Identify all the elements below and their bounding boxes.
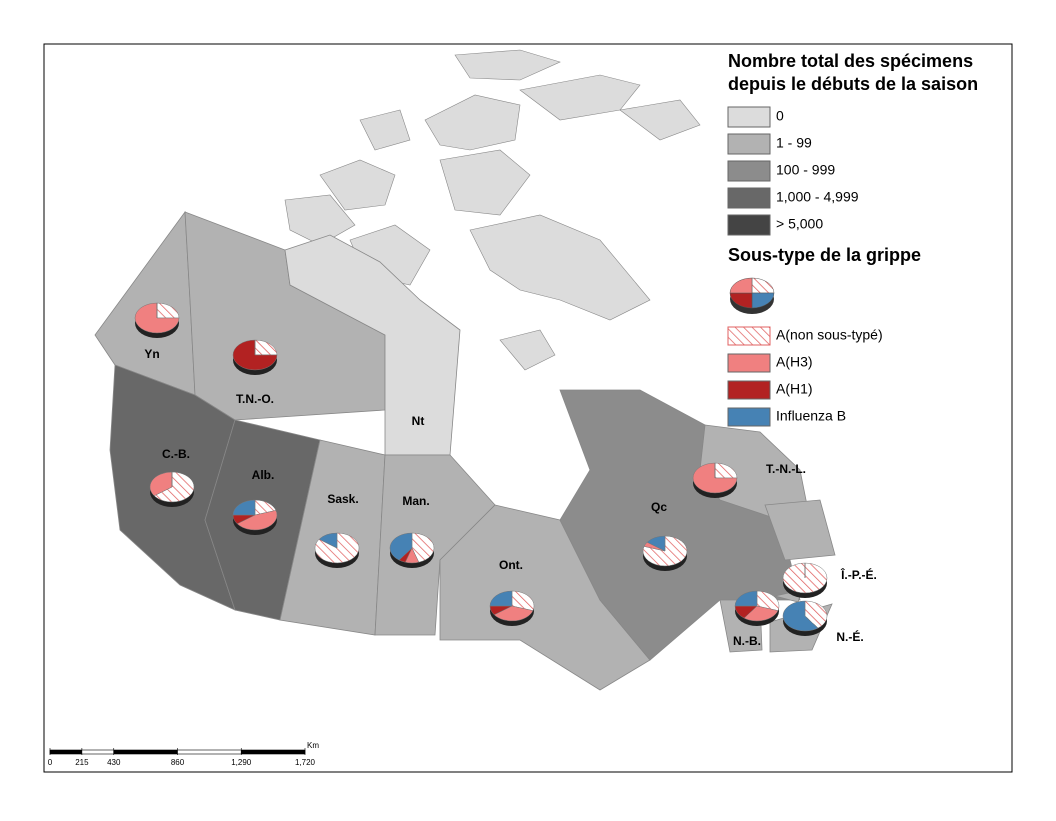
scale-tick-label: 215 bbox=[75, 758, 89, 767]
legend-swatch bbox=[727, 353, 771, 373]
pie-slice bbox=[318, 532, 338, 549]
scale-segment bbox=[81, 749, 115, 755]
pie-slice bbox=[232, 499, 256, 516]
pie-slice bbox=[153, 471, 195, 503]
pie-slice bbox=[149, 471, 173, 497]
legend-swatch bbox=[727, 380, 771, 400]
pie-chart bbox=[314, 532, 360, 568]
legend-swatch bbox=[727, 133, 771, 155]
pie-chart bbox=[232, 499, 278, 535]
scale-tick-label: 430 bbox=[107, 758, 121, 767]
pie-slice bbox=[804, 600, 828, 629]
pie-slice bbox=[782, 600, 819, 632]
pie-slice bbox=[489, 590, 513, 607]
pie-slice bbox=[389, 532, 413, 561]
scale-segment bbox=[177, 749, 242, 755]
pie-chart bbox=[642, 535, 688, 571]
pie-slice bbox=[756, 590, 780, 611]
legend-label: A(non sous-typé) bbox=[776, 327, 883, 343]
legend-title: Sous-type de la grippe bbox=[728, 245, 921, 265]
scale-tick-label: 1,720 bbox=[295, 758, 316, 767]
legend-label: 1,000 - 4,999 bbox=[776, 189, 859, 205]
pie-slice bbox=[743, 605, 779, 622]
pie-slice bbox=[714, 462, 738, 479]
scale-tick-label: 0 bbox=[48, 758, 53, 767]
pie-slice bbox=[493, 605, 534, 622]
legend-pie-icon bbox=[729, 277, 775, 314]
pie-slice bbox=[411, 532, 435, 563]
pie-chart bbox=[149, 471, 195, 507]
legend-swatch bbox=[727, 214, 771, 236]
province-label: Sask. bbox=[327, 492, 358, 506]
legend-swatch bbox=[727, 160, 771, 182]
province-label: Yn bbox=[144, 347, 159, 361]
pie-slice bbox=[156, 302, 180, 319]
province-label: T.N.-O. bbox=[236, 392, 274, 406]
pie-chart bbox=[782, 562, 828, 598]
province-label: Man. bbox=[402, 494, 429, 508]
pie-slice bbox=[646, 535, 666, 552]
legend-swatch bbox=[727, 326, 771, 346]
pie-chart bbox=[389, 532, 435, 568]
legend-label: > 5,000 bbox=[776, 216, 823, 232]
pie-slice bbox=[236, 510, 278, 531]
pie-slice bbox=[511, 590, 535, 611]
legend-label: 1 - 99 bbox=[776, 135, 812, 151]
province-shape bbox=[284, 234, 461, 456]
pie-chart bbox=[782, 600, 828, 636]
province-label: Î.-P.-É. bbox=[840, 567, 877, 582]
province-label: Nt bbox=[412, 414, 425, 428]
legend-label: 100 - 999 bbox=[776, 162, 835, 178]
legend-label: A(H1) bbox=[776, 381, 813, 397]
scale-tick-label: 860 bbox=[171, 758, 185, 767]
province-label: C.-B. bbox=[162, 447, 190, 461]
pie-chart bbox=[134, 302, 180, 338]
legend-label: 0 bbox=[776, 108, 784, 124]
province-label: N.-É. bbox=[836, 629, 863, 644]
scale-unit: Km bbox=[307, 741, 319, 750]
province-label: T.-N.-L. bbox=[766, 462, 806, 476]
province-label: N.-B. bbox=[733, 634, 761, 648]
legend-title: Nombre total des spécimens bbox=[728, 51, 973, 71]
scale-segment bbox=[113, 749, 178, 755]
legend-label: Influenza B bbox=[776, 408, 846, 424]
scale-segment bbox=[240, 749, 306, 755]
arctic-islands bbox=[284, 49, 701, 371]
province-label: Ont. bbox=[499, 558, 523, 572]
pie-chart bbox=[692, 462, 738, 498]
legend-swatch bbox=[727, 407, 771, 427]
legend-swatch bbox=[727, 106, 771, 128]
province-label: Qc bbox=[651, 500, 667, 514]
province-shape bbox=[764, 499, 836, 561]
scale-tick-label: 1,290 bbox=[231, 758, 252, 767]
legend-swatch bbox=[727, 187, 771, 209]
legend-title: depuis le débuts de la saison bbox=[728, 74, 978, 94]
province-label: Alb. bbox=[252, 468, 275, 482]
pie-slice bbox=[254, 339, 278, 356]
scale-segment bbox=[49, 749, 83, 755]
legend-label: A(H3) bbox=[776, 354, 813, 370]
pie-chart bbox=[489, 590, 535, 626]
pie-chart bbox=[232, 339, 278, 375]
pie-chart bbox=[734, 590, 780, 626]
pie-slice bbox=[734, 590, 758, 607]
